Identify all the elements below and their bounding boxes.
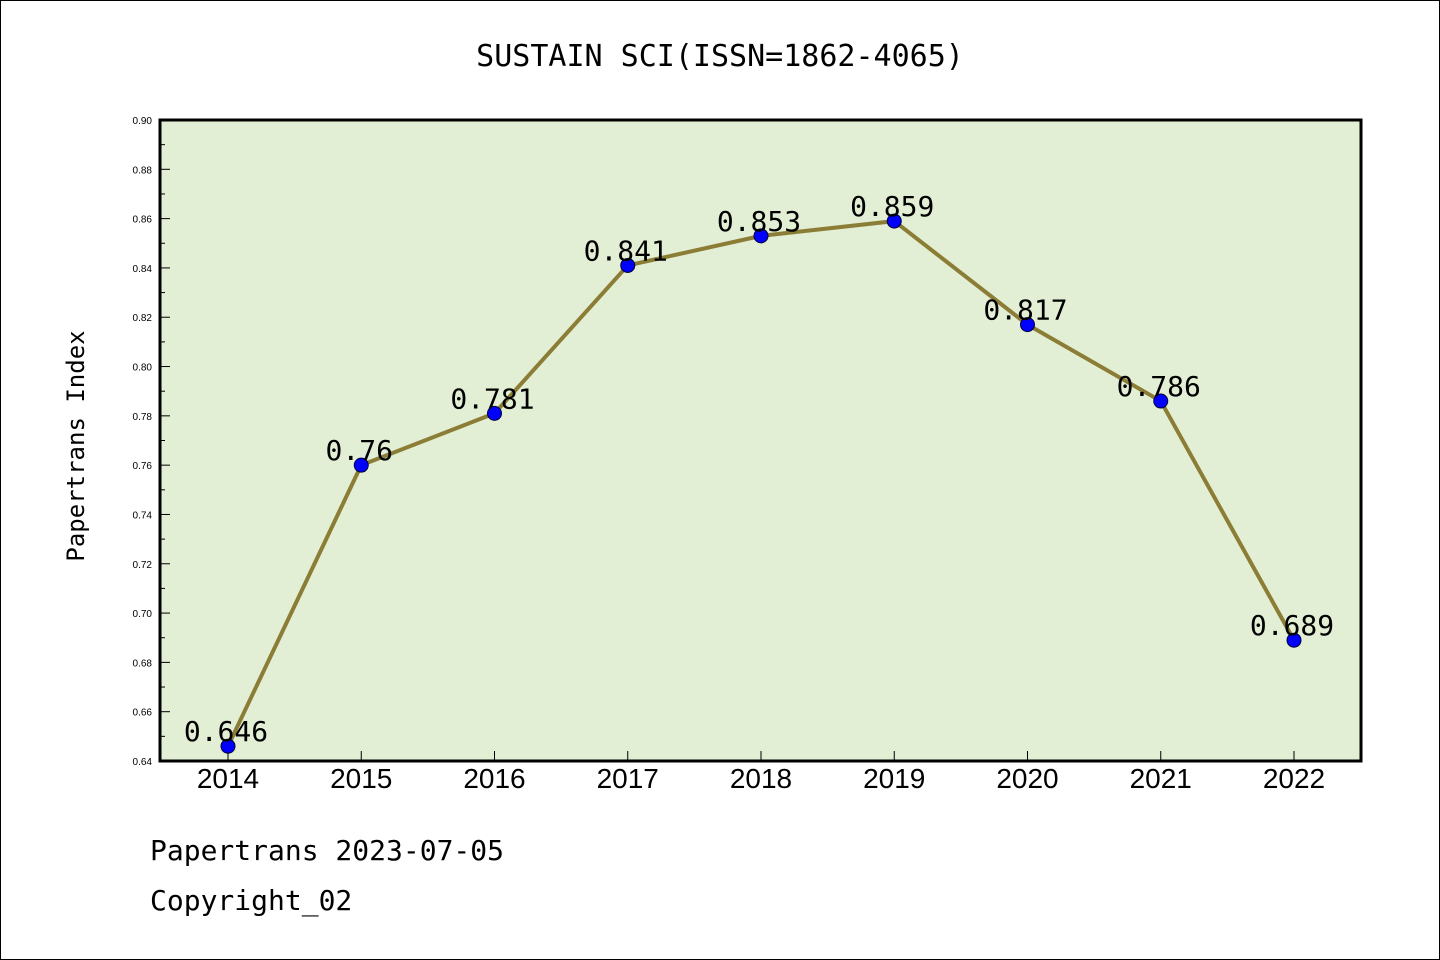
y-tick-label: 0.84 (133, 264, 153, 275)
y-tick-label: 0.90 (133, 116, 153, 127)
data-label: 0.841 (584, 234, 668, 267)
footer-copyright: Copyright_02 (150, 884, 353, 917)
data-labels: 0.646 0.76 0.781 0.841 0.853 0.859 0.817 0.786 0… (184, 190, 1334, 748)
data-label: 0.817 (983, 294, 1067, 327)
y-axis-label: Papertrans Index (62, 330, 90, 561)
data-label: 0.859 (850, 190, 934, 223)
data-label: 0.689 (1250, 609, 1334, 642)
data-point (487, 405, 502, 421)
x-tick-label: 2015 (330, 763, 392, 794)
data-point (353, 457, 369, 473)
x-tick-label: 2014 (197, 763, 259, 794)
y-tick-label: 0.82 (133, 313, 153, 324)
y-tick-label: 0.68 (133, 658, 153, 669)
data-point (1020, 317, 1035, 333)
y-tick-label: 0.72 (133, 560, 153, 571)
chart-title: SUSTAIN SCI(ISSN=1862-4065) (476, 39, 964, 74)
x-axis: 2014 2015 2016 2017 2018 2019 2020 2021 2022 (197, 751, 1325, 794)
y-tick-label: 0.80 (133, 363, 153, 374)
plot-area (158, 118, 1363, 763)
y-tick-label: 0.70 (133, 609, 153, 620)
y-tick-label: 0.88 (133, 165, 153, 176)
x-tick-label: 2022 (1263, 763, 1325, 794)
data-point (220, 738, 236, 754)
x-tick-label: 2016 (463, 763, 525, 794)
data-point (753, 228, 769, 244)
data-label: 0.853 (717, 205, 801, 238)
x-tick-label: 2020 (996, 763, 1058, 794)
y-tick-label: 0.66 (133, 708, 153, 719)
x-tick-label: 2017 (597, 763, 659, 794)
y-tick-label: 0.74 (133, 510, 153, 521)
y-tick-label: 0.86 (133, 215, 153, 226)
x-tick-label: 2018 (730, 763, 792, 794)
y-tick-label: 0.76 (133, 461, 153, 472)
data-label: 0.781 (450, 382, 534, 415)
data-point (1153, 393, 1169, 409)
footer-date: Papertrans 2023-07-05 (150, 834, 505, 867)
data-label: 0.646 (184, 715, 268, 748)
y-tick-label: 0.64 (133, 757, 153, 768)
y-axis: 0.64 0.66 0.68 0.70 0.72 0.74 0.76 0.78 0.80 0.82… (133, 116, 170, 768)
data-markers (220, 213, 1302, 754)
data-point (1286, 632, 1302, 648)
x-tick-label: 2021 (1130, 763, 1192, 794)
x-tick-label: 2019 (863, 763, 925, 794)
data-point (620, 257, 636, 273)
data-label: 0.786 (1117, 370, 1201, 403)
data-label: 0.76 (326, 434, 393, 467)
data-point (886, 213, 902, 229)
y-tick-label: 0.78 (133, 412, 153, 423)
